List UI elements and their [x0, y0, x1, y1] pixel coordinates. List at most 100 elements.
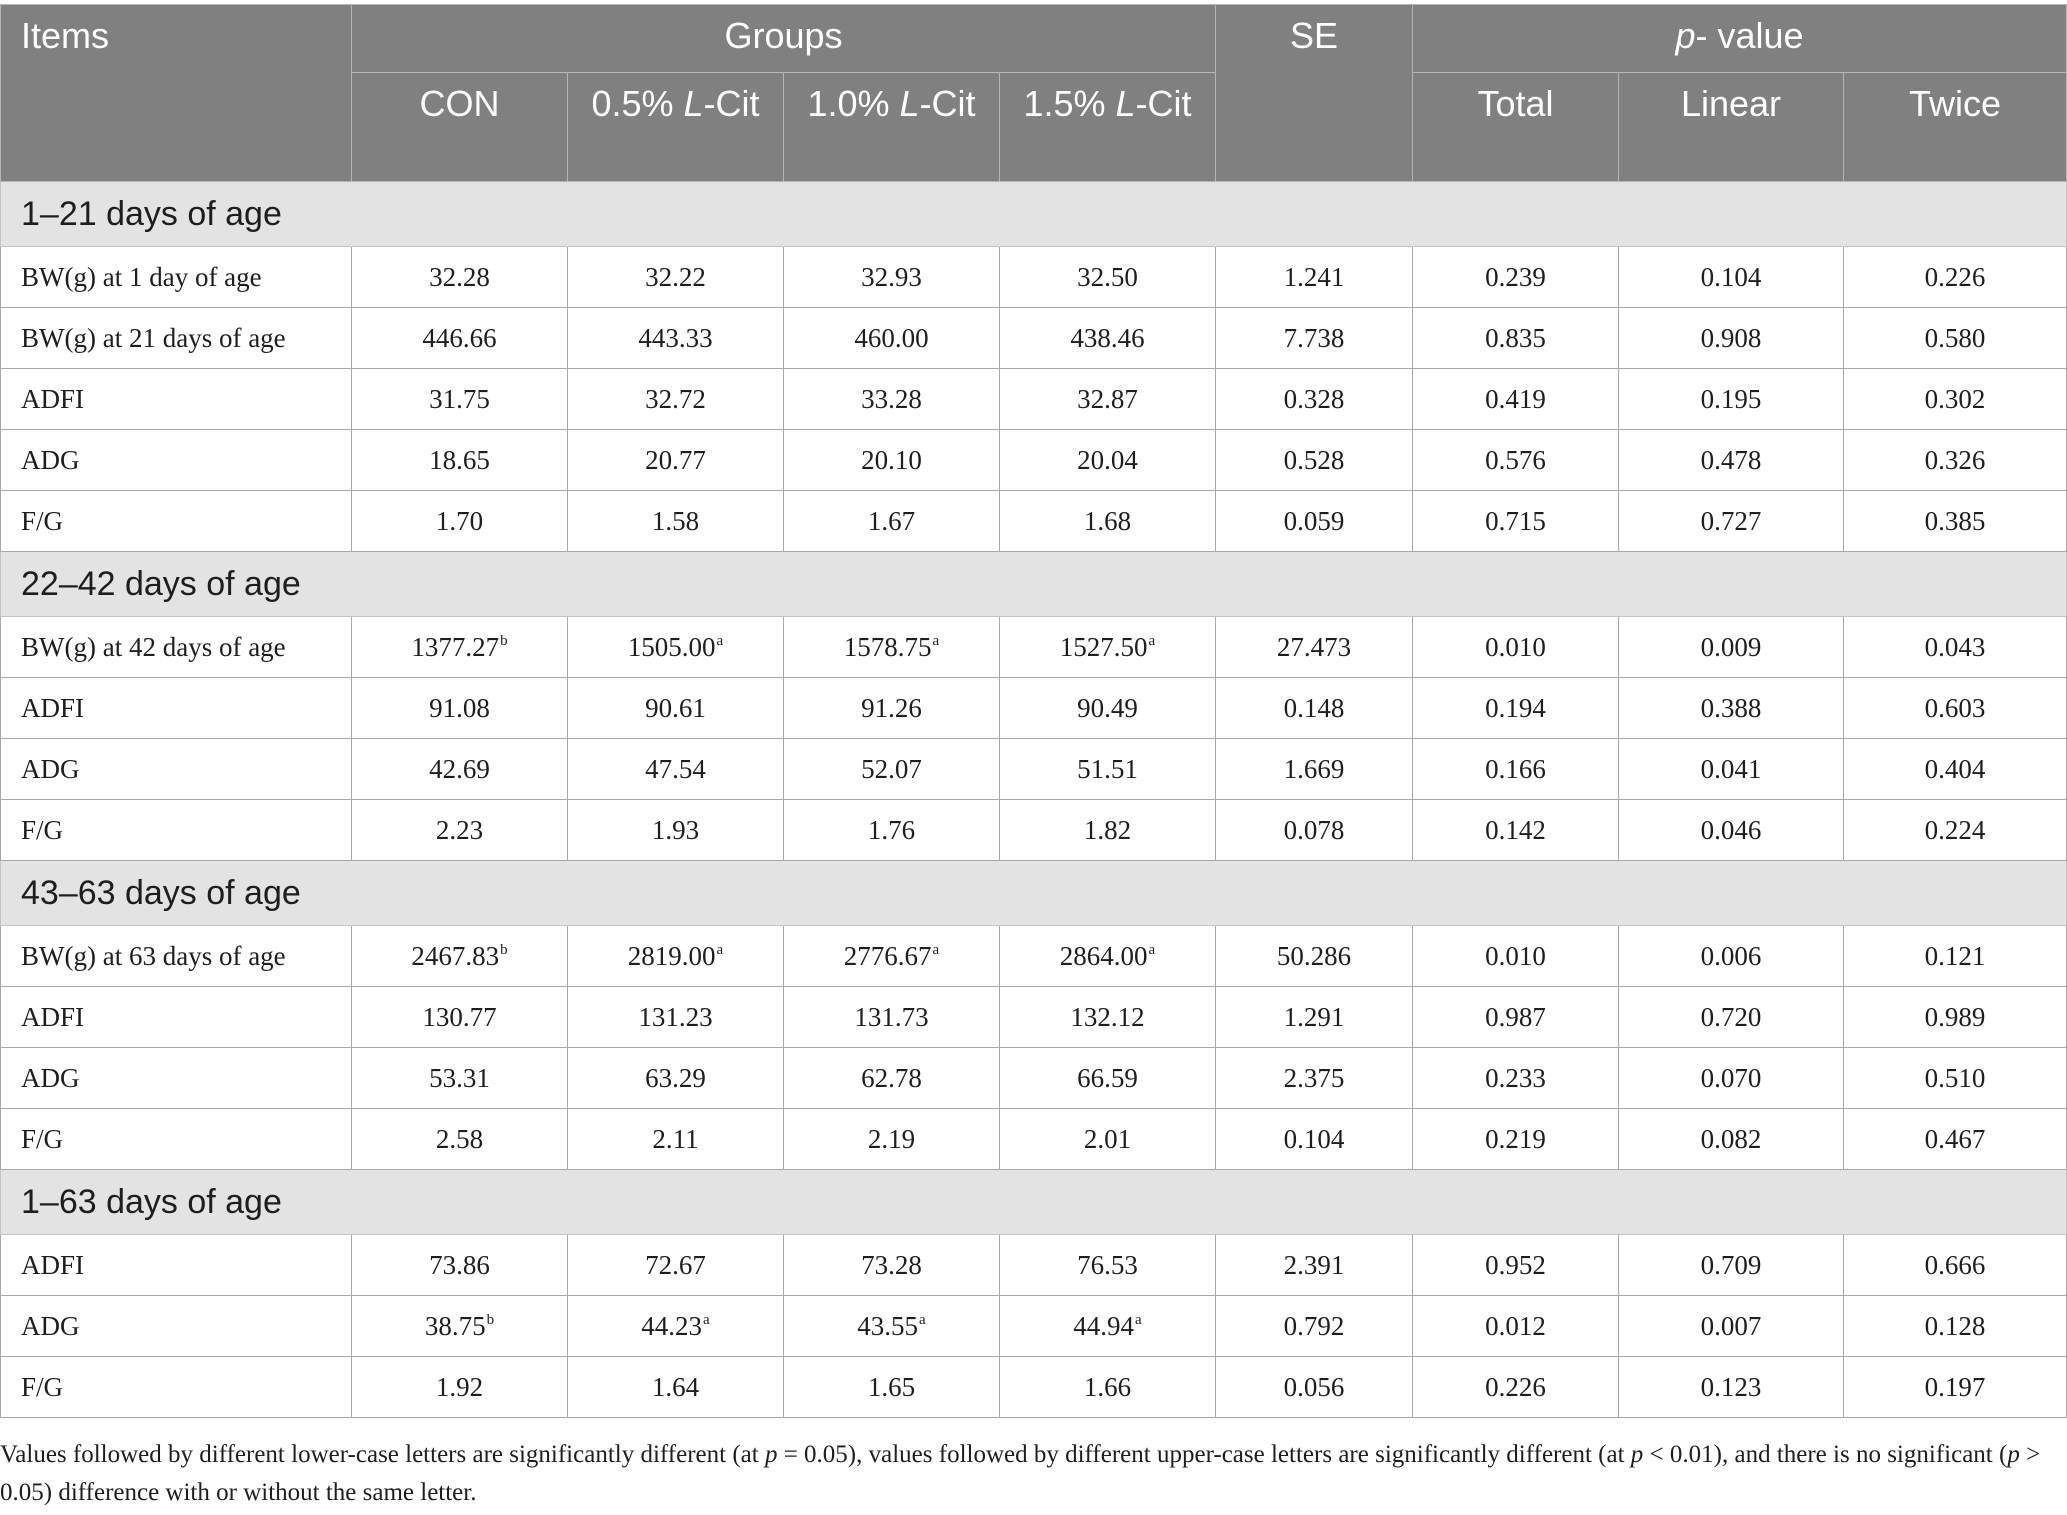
cell-g10-value: 91.26 — [861, 692, 922, 723]
cell-g15: 66.59 — [999, 1047, 1216, 1109]
table-row: BW(g) at 42 days of age 1377.27b 1505.00a 1… — [0, 616, 2067, 678]
cell-con-value: 1377.27 — [411, 631, 500, 662]
cell-g05-value: 131.23 — [638, 1001, 713, 1032]
cell-g15: 32.50 — [999, 246, 1216, 308]
cell-g10-letter: a — [919, 1311, 926, 1328]
cell-linear: 0.123 — [1618, 1356, 1844, 1418]
cell-con: 1.92 — [351, 1356, 568, 1418]
cell-g05: 2.11 — [567, 1108, 784, 1170]
cell-g05-value: 1.64 — [651, 1371, 700, 1402]
cell-g10: 73.28 — [783, 1234, 1000, 1296]
section-row: 22–42 days of age — [0, 551, 2067, 617]
cell-g05: 131.23 — [567, 986, 784, 1048]
cell-twice: 0.603 — [1842, 677, 2067, 739]
cell-twice: 0.404 — [1842, 738, 2067, 800]
cell-con: 73.86 — [351, 1234, 568, 1296]
table-row: ADFI 31.75 32.72 33.28 32.87 0.328 0.419 0.195 0… — [0, 368, 2067, 430]
cell-con-value: 31.75 — [429, 383, 490, 414]
cell-total: 0.142 — [1412, 799, 1619, 861]
cell-con: 130.77 — [351, 986, 568, 1048]
cell-linear: 0.007 — [1618, 1295, 1844, 1357]
cell-g05-value: 32.72 — [645, 383, 706, 414]
section-row: 1–63 days of age — [0, 1169, 2067, 1235]
cell-g05-letter: a — [703, 1311, 710, 1328]
cell-total: 0.010 — [1412, 925, 1619, 987]
data-table: Items Groups SE p- value CON 0.5% L-Cit … — [0, 4, 2067, 1418]
cell-se: 2.375 — [1215, 1047, 1413, 1109]
header-group-15-l: L — [1115, 83, 1136, 124]
cell-g15-value: 32.50 — [1077, 261, 1138, 292]
cell-total: 0.419 — [1412, 368, 1619, 430]
cell-g15-value: 32.87 — [1077, 383, 1138, 414]
cell-g10-value: 52.07 — [861, 753, 922, 784]
header-group-15-dose: 1.5% — [1023, 83, 1116, 124]
table-row: ADFI 73.86 72.67 73.28 76.53 2.391 0.952 0.709 0… — [0, 1234, 2067, 1296]
cell-g10-value: 1.67 — [867, 505, 916, 536]
cell-con-value: 446.66 — [422, 322, 497, 353]
table-header: Items Groups SE p- value CON 0.5% L-Cit … — [0, 4, 2067, 182]
cell-twice: 0.326 — [1842, 429, 2067, 491]
cell-linear: 0.388 — [1618, 677, 1844, 739]
cell-g15: 1.66 — [999, 1356, 1216, 1418]
cell-g10-letter: a — [932, 632, 940, 649]
cell-linear: 0.006 — [1618, 925, 1844, 987]
cell-linear: 0.908 — [1618, 307, 1844, 369]
header-total: Total — [1412, 72, 1619, 182]
header-group-05-l: L — [683, 83, 704, 124]
header-group-10-dose: 1.0% — [807, 83, 900, 124]
cell-linear: 0.478 — [1618, 429, 1844, 491]
cell-total: 0.715 — [1412, 490, 1619, 552]
cell-g10: 33.28 — [783, 368, 1000, 430]
cell-g15: 90.49 — [999, 677, 1216, 739]
cell-linear: 0.720 — [1618, 986, 1844, 1048]
section-title: 43–63 days of age — [0, 860, 2067, 926]
cell-g10-value: 460.00 — [854, 322, 929, 353]
cell-g05-letter: a — [716, 632, 724, 649]
cell-g10: 1578.75a — [783, 616, 1000, 678]
cell-g10: 91.26 — [783, 677, 1000, 739]
cell-g05-value: 44.23 — [641, 1310, 703, 1341]
cell-linear: 0.104 — [1618, 246, 1844, 308]
header-group-05: 0.5% L-Cit — [567, 72, 784, 182]
cell-con: 42.69 — [351, 738, 568, 800]
cell-g05: 1.64 — [567, 1356, 784, 1418]
cell-total: 0.226 — [1412, 1356, 1619, 1418]
cell-se: 0.528 — [1215, 429, 1413, 491]
cell-g05-value: 47.54 — [645, 753, 706, 784]
cell-linear: 0.727 — [1618, 490, 1844, 552]
header-p-suffix: - value — [1695, 15, 1804, 56]
cell-g05: 32.72 — [567, 368, 784, 430]
cell-g15-value: 90.49 — [1077, 692, 1138, 723]
row-item-label: F/G — [0, 1108, 352, 1170]
row-item-label: ADFI — [0, 986, 352, 1048]
cell-linear: 0.009 — [1618, 616, 1844, 678]
cell-g10-value: 73.28 — [861, 1249, 922, 1280]
table-row: F/G 2.23 1.93 1.76 1.82 0.078 0.142 0.046 0.224 — [0, 799, 2067, 861]
cell-con: 2467.83b — [351, 925, 568, 987]
cell-se: 7.738 — [1215, 307, 1413, 369]
cell-g05: 443.33 — [567, 307, 784, 369]
section-title: 22–42 days of age — [0, 551, 2067, 617]
header-group-05-cit: -Cit — [703, 83, 760, 124]
cell-g05: 72.67 — [567, 1234, 784, 1296]
row-item-label: ADG — [0, 1047, 352, 1109]
cell-g10: 1.65 — [783, 1356, 1000, 1418]
table-row: BW(g) at 21 days of age 446.66 443.33 460.0… — [0, 307, 2067, 369]
cell-linear: 0.070 — [1618, 1047, 1844, 1109]
cell-total: 0.987 — [1412, 986, 1619, 1048]
cell-con-value: 2.23 — [435, 814, 484, 845]
cell-total: 0.233 — [1412, 1047, 1619, 1109]
cell-g15-letter: a — [1135, 1311, 1142, 1328]
cell-g15: 51.51 — [999, 738, 1216, 800]
row-item-label: F/G — [0, 1356, 352, 1418]
cell-con: 2.58 — [351, 1108, 568, 1170]
cell-linear: 0.709 — [1618, 1234, 1844, 1296]
cell-g05-value: 2819.00 — [627, 940, 716, 971]
header-p-value: p- value — [1411, 4, 2067, 73]
row-item-label: ADFI — [0, 677, 352, 739]
table-body: 1–21 days of age BW(g) at 1 day of age 32.… — [0, 181, 2067, 1418]
cell-g15: 438.46 — [999, 307, 1216, 369]
header-group-15-cit: -Cit — [1135, 83, 1192, 124]
table-row: F/G 1.70 1.58 1.67 1.68 0.059 0.715 0.727 0.385 — [0, 490, 2067, 552]
cell-con-letter: b — [486, 1311, 495, 1328]
